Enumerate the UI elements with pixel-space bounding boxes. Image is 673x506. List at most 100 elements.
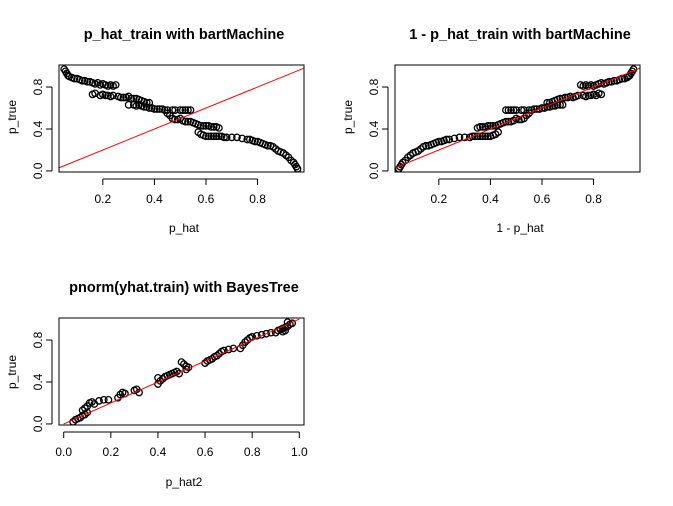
data-point	[212, 351, 221, 360]
y-axis-label: p_true	[5, 100, 19, 134]
data-point	[262, 329, 271, 338]
data-point	[212, 132, 221, 141]
reference-line	[395, 67, 640, 169]
y-axis-label: p_true	[5, 355, 19, 389]
y-tick-label: 0.4	[367, 120, 381, 137]
data-point	[502, 106, 510, 114]
data-point	[176, 106, 185, 114]
chart-title: p_hat_train with bartMachine	[84, 27, 285, 43]
y-tick-label: 0.0	[31, 162, 45, 179]
data-point	[514, 115, 523, 124]
data-point	[229, 344, 238, 353]
plot-frame	[58, 64, 305, 173]
data-point	[111, 81, 120, 89]
data-point	[517, 106, 526, 114]
data-point	[538, 104, 546, 112]
plot-frame	[58, 317, 305, 426]
x-tick-label: 0.8	[249, 192, 266, 206]
data-point	[222, 133, 231, 142]
data-point	[199, 121, 208, 130]
reference-line	[59, 67, 304, 169]
panel-one-minus-p-hat-train: 1 - p_hat_train with bartMachine 1 - p_h…	[341, 27, 641, 235]
data-point	[186, 106, 195, 114]
data-point	[204, 132, 213, 141]
data-point	[101, 91, 110, 100]
data-point	[460, 133, 469, 142]
scatter-points	[395, 65, 638, 172]
data-point	[117, 93, 125, 102]
x-tick-label: 0.2	[94, 192, 111, 206]
data-point	[251, 137, 259, 146]
chart-title: 1 - p_hat_train with bartMachine	[409, 27, 631, 43]
data-point	[450, 134, 459, 143]
data-point	[504, 106, 513, 114]
data-point	[584, 91, 593, 100]
x-tick-label: 1.0	[291, 445, 308, 459]
data-point	[135, 388, 143, 397]
y-tick-label: 0.8	[367, 78, 381, 95]
data-point	[150, 105, 159, 113]
y-tick-label: 0.4	[31, 373, 45, 390]
data-point	[95, 397, 103, 405]
data-point	[155, 105, 164, 113]
x-tick-label: 0.6	[534, 192, 551, 206]
data-point	[442, 135, 451, 144]
chart-title: pnorm(yhat.train) with BayesTree	[69, 280, 299, 296]
data-point	[489, 121, 497, 130]
x-tick-label: 0.4	[150, 445, 167, 459]
data-point	[207, 123, 216, 131]
data-point	[184, 117, 192, 126]
x-tick-label: 0.2	[102, 445, 119, 459]
y-tick-label: 0.0	[31, 415, 45, 432]
data-point	[455, 133, 464, 142]
data-point	[154, 373, 162, 382]
data-point	[507, 106, 515, 114]
data-point	[70, 74, 79, 83]
x-tick-label: 0.6	[197, 445, 214, 459]
data-point	[177, 358, 186, 366]
data-point	[610, 76, 619, 85]
y-tick-label: 0.4	[31, 120, 45, 137]
data-point	[509, 106, 518, 114]
data-point	[483, 121, 492, 130]
data-point	[109, 91, 118, 100]
data-point	[283, 318, 292, 327]
plot-frame	[394, 64, 641, 173]
data-point	[264, 141, 272, 150]
data-point	[184, 106, 192, 114]
data-point	[504, 117, 513, 126]
x-tick-label: 0.8	[244, 445, 261, 459]
data-point	[215, 132, 223, 141]
data-point	[127, 94, 136, 103]
data-point	[83, 77, 92, 86]
x-tick-label: 0.0	[55, 445, 72, 459]
data-point	[220, 346, 228, 355]
data-point	[422, 141, 430, 150]
scatter-points	[60, 65, 302, 172]
data-point	[220, 133, 228, 142]
x-tick-label: 0.2	[430, 192, 447, 206]
y-tick-label: 0.8	[31, 331, 45, 348]
data-point	[88, 398, 96, 406]
data-point	[556, 94, 564, 103]
y-axis-label: p_true	[341, 100, 355, 134]
x-tick-label: 0.4	[482, 192, 499, 206]
data-point	[209, 123, 218, 131]
data-point	[140, 103, 148, 111]
panel-pnorm-yhat-train: pnorm(yhat.train) with BayesTree p_hat2 …	[5, 280, 308, 489]
data-point	[207, 132, 216, 141]
data-point	[99, 395, 108, 404]
data-point	[171, 106, 179, 114]
data-point	[253, 331, 261, 340]
x-tick-label: 0.6	[198, 192, 215, 206]
data-point	[202, 132, 210, 141]
x-axis-label: p_hat	[169, 221, 200, 235]
panel-p-hat-train: p_hat_train with bartMachine p_hat p_tru…	[5, 27, 305, 235]
scatter-points	[69, 318, 297, 425]
data-point	[478, 132, 487, 141]
data-point	[494, 128, 503, 136]
data-point	[597, 90, 606, 99]
data-point	[243, 135, 252, 144]
data-point	[445, 135, 454, 144]
data-point	[434, 137, 443, 146]
